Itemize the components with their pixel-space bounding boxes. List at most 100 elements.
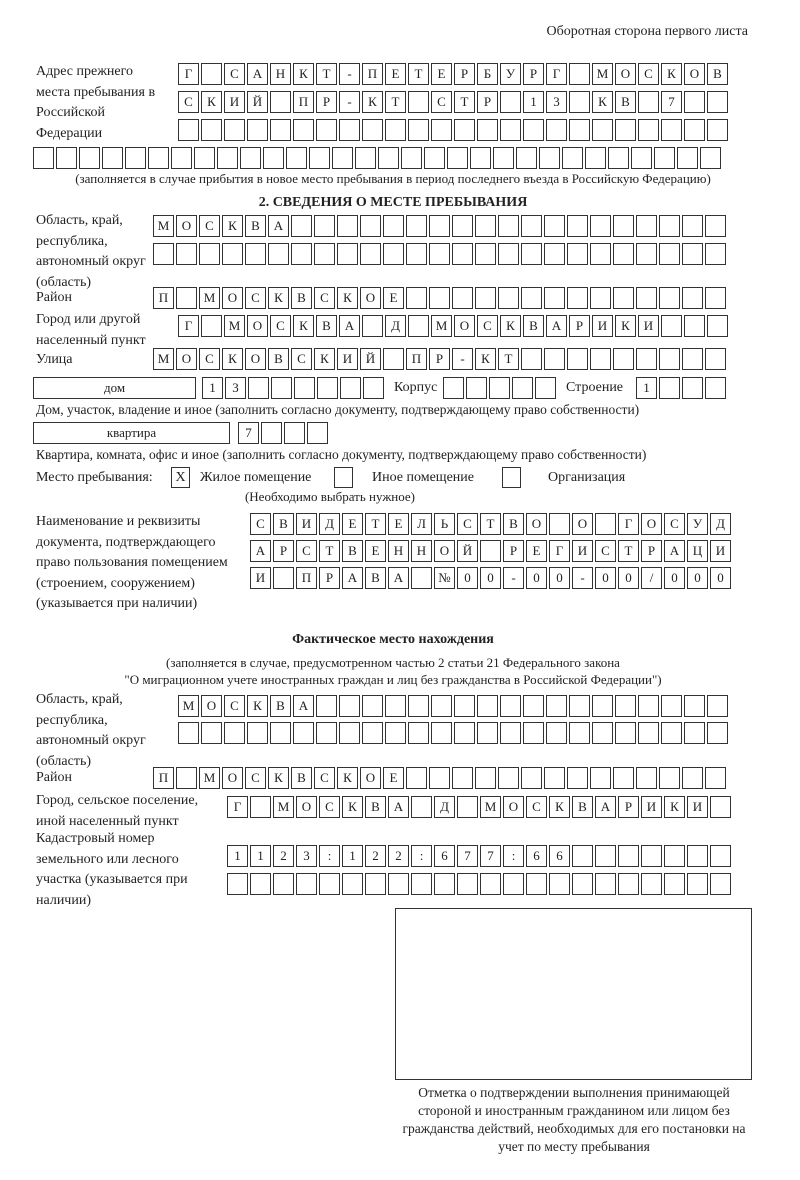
- char-cell[interactable]: [248, 377, 269, 399]
- char-cell[interactable]: [434, 873, 455, 895]
- korpus-row[interactable]: [443, 377, 558, 399]
- char-cell[interactable]: К: [293, 315, 314, 337]
- char-cell[interactable]: Г: [546, 63, 567, 85]
- char-cell[interactable]: И: [296, 513, 317, 535]
- char-cell[interactable]: [125, 147, 146, 169]
- char-cell[interactable]: [636, 767, 657, 789]
- char-cell[interactable]: Т: [319, 540, 340, 562]
- char-cell[interactable]: 0: [457, 567, 478, 589]
- char-cell[interactable]: [503, 873, 524, 895]
- char-cell[interactable]: [569, 119, 590, 141]
- char-cell[interactable]: [521, 348, 542, 370]
- char-cell[interactable]: [408, 695, 429, 717]
- char-cell[interactable]: К: [500, 315, 521, 337]
- char-cell[interactable]: С: [224, 695, 245, 717]
- char-cell[interactable]: [339, 695, 360, 717]
- char-cell[interactable]: [572, 873, 593, 895]
- char-cell[interactable]: 2: [388, 845, 409, 867]
- char-cell[interactable]: [585, 147, 606, 169]
- char-cell[interactable]: Г: [549, 540, 570, 562]
- char-cell[interactable]: [337, 215, 358, 237]
- char-cell[interactable]: [569, 695, 590, 717]
- char-cell[interactable]: Д: [319, 513, 340, 535]
- char-cell[interactable]: [475, 287, 496, 309]
- char-cell[interactable]: [661, 119, 682, 141]
- char-cell[interactable]: [661, 722, 682, 744]
- char-cell[interactable]: М: [592, 63, 613, 85]
- char-cell[interactable]: [477, 695, 498, 717]
- char-cell[interactable]: 1: [250, 845, 271, 867]
- char-cell[interactable]: Р: [503, 540, 524, 562]
- char-cell[interactable]: [705, 348, 726, 370]
- char-cell[interactable]: К: [222, 348, 243, 370]
- char-cell[interactable]: [569, 91, 590, 113]
- char-cell[interactable]: [452, 215, 473, 237]
- char-cell[interactable]: О: [454, 315, 475, 337]
- char-cell[interactable]: В: [523, 315, 544, 337]
- char-cell[interactable]: Е: [342, 513, 363, 535]
- char-cell[interactable]: А: [293, 695, 314, 717]
- char-cell[interactable]: [687, 845, 708, 867]
- char-cell[interactable]: [291, 215, 312, 237]
- char-cell[interactable]: [406, 215, 427, 237]
- char-cell[interactable]: Р: [429, 348, 450, 370]
- char-cell[interactable]: [677, 147, 698, 169]
- char-cell[interactable]: Л: [411, 513, 432, 535]
- apartment-type-field[interactable]: квартира: [33, 422, 230, 444]
- char-cell[interactable]: [431, 119, 452, 141]
- char-cell[interactable]: [385, 119, 406, 141]
- char-cell[interactable]: М: [224, 315, 245, 337]
- char-cell[interactable]: [337, 243, 358, 265]
- char-cell[interactable]: [592, 722, 613, 744]
- char-cell[interactable]: П: [153, 287, 174, 309]
- char-cell[interactable]: К: [592, 91, 613, 113]
- char-cell[interactable]: [638, 695, 659, 717]
- char-cell[interactable]: :: [503, 845, 524, 867]
- char-cell[interactable]: [340, 377, 361, 399]
- char-cell[interactable]: [590, 215, 611, 237]
- char-cell[interactable]: /: [641, 567, 662, 589]
- char-cell[interactable]: [523, 695, 544, 717]
- char-cell[interactable]: А: [339, 315, 360, 337]
- char-cell[interactable]: [470, 147, 491, 169]
- char-cell[interactable]: О: [222, 287, 243, 309]
- char-cell[interactable]: [684, 91, 705, 113]
- char-cell[interactable]: 0: [687, 567, 708, 589]
- char-cell[interactable]: [477, 722, 498, 744]
- char-cell[interactable]: [475, 243, 496, 265]
- char-cell[interactable]: [316, 119, 337, 141]
- char-cell[interactable]: 1: [636, 377, 657, 399]
- char-cell[interactable]: В: [342, 540, 363, 562]
- char-cell[interactable]: В: [365, 796, 386, 818]
- char-cell[interactable]: [682, 215, 703, 237]
- char-cell[interactable]: 7: [661, 91, 682, 113]
- char-cell[interactable]: [454, 695, 475, 717]
- char-cell[interactable]: О: [176, 215, 197, 237]
- char-cell[interactable]: Г: [618, 513, 639, 535]
- char-cell[interactable]: [705, 767, 726, 789]
- char-cell[interactable]: [201, 63, 222, 85]
- char-cell[interactable]: [270, 119, 291, 141]
- char-cell[interactable]: [480, 873, 501, 895]
- char-cell[interactable]: И: [250, 567, 271, 589]
- char-cell[interactable]: [270, 722, 291, 744]
- char-cell[interactable]: В: [707, 63, 728, 85]
- char-cell[interactable]: :: [411, 845, 432, 867]
- char-cell[interactable]: [408, 722, 429, 744]
- char-cell[interactable]: [240, 147, 261, 169]
- char-cell[interactable]: [613, 348, 634, 370]
- char-cell[interactable]: К: [664, 796, 685, 818]
- char-cell[interactable]: [498, 767, 519, 789]
- char-cell[interactable]: [429, 767, 450, 789]
- char-cell[interactable]: [595, 845, 616, 867]
- char-cell[interactable]: А: [250, 540, 271, 562]
- char-cell[interactable]: [705, 243, 726, 265]
- char-cell[interactable]: 0: [595, 567, 616, 589]
- char-cell[interactable]: [250, 796, 271, 818]
- char-cell[interactable]: С: [250, 513, 271, 535]
